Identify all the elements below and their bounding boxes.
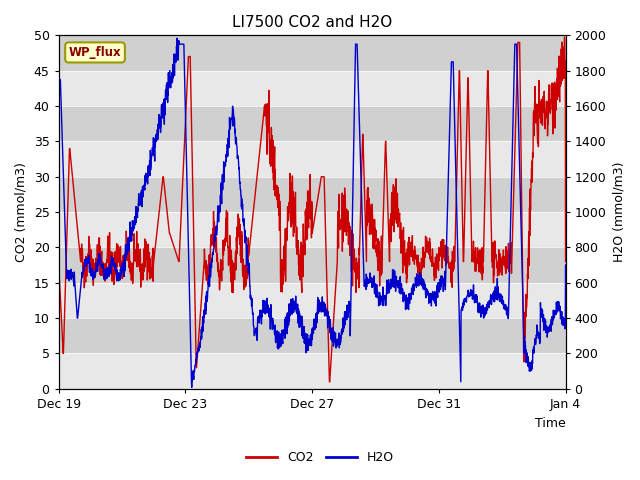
Bar: [59, 71, 566, 106]
Bar: [59, 212, 566, 247]
Bar: [59, 247, 566, 283]
Bar: [59, 142, 566, 177]
Y-axis label: H2O (mmol/m3): H2O (mmol/m3): [612, 162, 625, 263]
Y-axis label: CO2 (mmol/m3): CO2 (mmol/m3): [15, 162, 28, 262]
Bar: [59, 177, 566, 212]
Text: WP_flux: WP_flux: [68, 46, 122, 59]
Bar: [59, 106, 566, 142]
Title: LI7500 CO2 and H2O: LI7500 CO2 and H2O: [232, 15, 392, 30]
Bar: [59, 283, 566, 318]
Text: Time: Time: [535, 417, 566, 430]
Bar: [59, 318, 566, 353]
Legend: CO2, H2O: CO2, H2O: [241, 446, 399, 469]
Bar: [59, 36, 566, 71]
Bar: [59, 353, 566, 389]
